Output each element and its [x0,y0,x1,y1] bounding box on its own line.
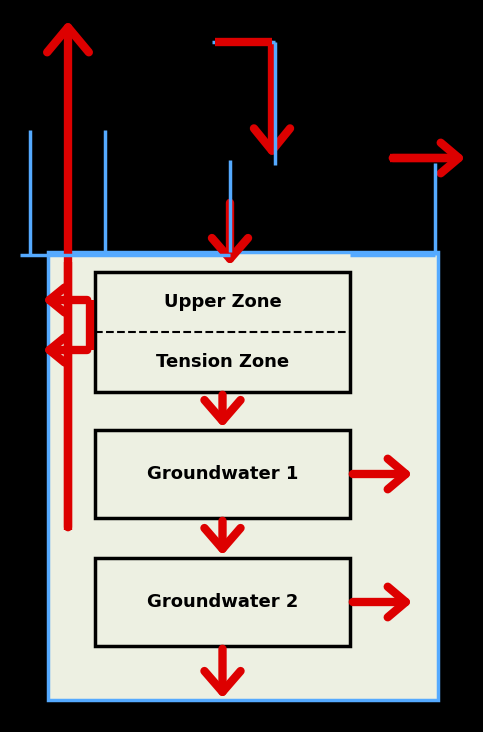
Text: Upper Zone: Upper Zone [164,293,282,311]
Text: Groundwater 2: Groundwater 2 [147,593,298,611]
Text: Groundwater 1: Groundwater 1 [147,465,298,483]
Bar [95,430,350,518]
Bar [48,252,438,700]
Bar [95,272,350,392]
Bar [95,558,350,646]
Text: Tension Zone: Tension Zone [156,353,289,371]
